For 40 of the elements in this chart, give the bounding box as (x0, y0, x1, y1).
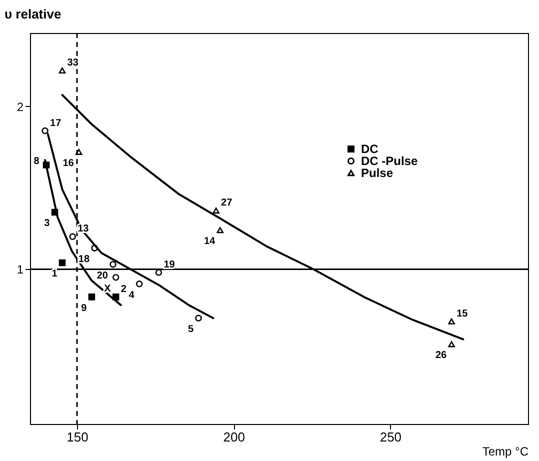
point (58, 259, 66, 266)
annotation: 4 (128, 290, 135, 301)
point (110, 260, 116, 268)
annotation: 8 (34, 156, 40, 167)
y-axis-title: υ relative (4, 6, 62, 22)
annotation: 16 (62, 158, 74, 169)
legend-label: DC -Pulse (361, 154, 418, 168)
point (155, 269, 162, 276)
x-tick-label: 200 (223, 430, 245, 444)
annotation: 9 (81, 302, 88, 314)
point (212, 208, 220, 214)
point (91, 244, 98, 252)
x-axis-title: Temp °C (482, 444, 529, 458)
annotation: 19 (164, 259, 176, 270)
annotation: 2 (120, 284, 127, 295)
point (112, 274, 120, 281)
annotation: 5 (188, 324, 194, 336)
annotation: 3 (44, 218, 50, 230)
point (75, 148, 82, 155)
point (448, 318, 455, 324)
x-tick-label: 150 (66, 430, 88, 444)
annotation: 15 (456, 308, 468, 320)
annotation: 17 (50, 118, 62, 129)
point (216, 227, 224, 234)
annotation: 1 (52, 268, 58, 280)
annotation: 27 (221, 198, 233, 209)
legend-label: Pulse (361, 166, 394, 180)
point (88, 294, 96, 300)
point (195, 314, 202, 322)
annotation: 18 (78, 254, 90, 266)
annotation: X (104, 283, 112, 294)
annotation: 20 (96, 270, 108, 282)
point (69, 233, 76, 240)
x-tick-label: 250 (380, 430, 402, 444)
legend-label: DC (361, 142, 379, 156)
annotation: 26 (435, 350, 448, 362)
annotation: 14 (204, 236, 216, 248)
point (448, 341, 455, 348)
point (58, 67, 66, 74)
point (136, 280, 143, 288)
